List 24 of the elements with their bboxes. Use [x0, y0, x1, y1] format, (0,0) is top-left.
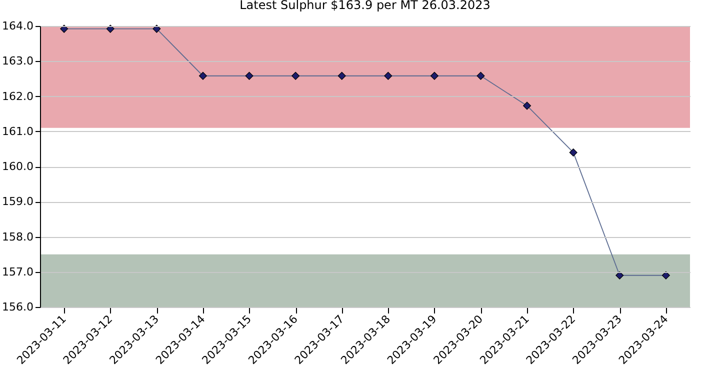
point — [662, 271, 670, 280]
point — [245, 72, 254, 80]
y-tick-label: 164.0 — [2, 20, 34, 32]
point — [476, 72, 485, 80]
y-tick-label: 160.0 — [2, 160, 34, 173]
point — [106, 24, 114, 33]
point — [60, 24, 68, 33]
point — [616, 271, 624, 280]
y-tick-label: 159.0 — [2, 195, 34, 208]
y-tick-label: 163.0 — [2, 54, 34, 68]
point — [198, 72, 207, 80]
y-tick-label: 162.0 — [2, 90, 34, 103]
chart-title: Latest Sulphur $163.9 per MT 26.03.2023 — [240, 0, 490, 12]
point — [523, 102, 532, 110]
y-tick-label: 161.0 — [2, 124, 34, 138]
point — [430, 72, 438, 80]
y-tick-label: 158.0 — [2, 230, 34, 244]
point — [338, 72, 346, 80]
y-tick-label: 157.0 — [2, 265, 34, 278]
point — [384, 72, 392, 80]
point — [152, 24, 161, 33]
y-tick-label: 156.0 — [2, 300, 34, 314]
point — [292, 72, 300, 80]
point — [569, 148, 578, 156]
